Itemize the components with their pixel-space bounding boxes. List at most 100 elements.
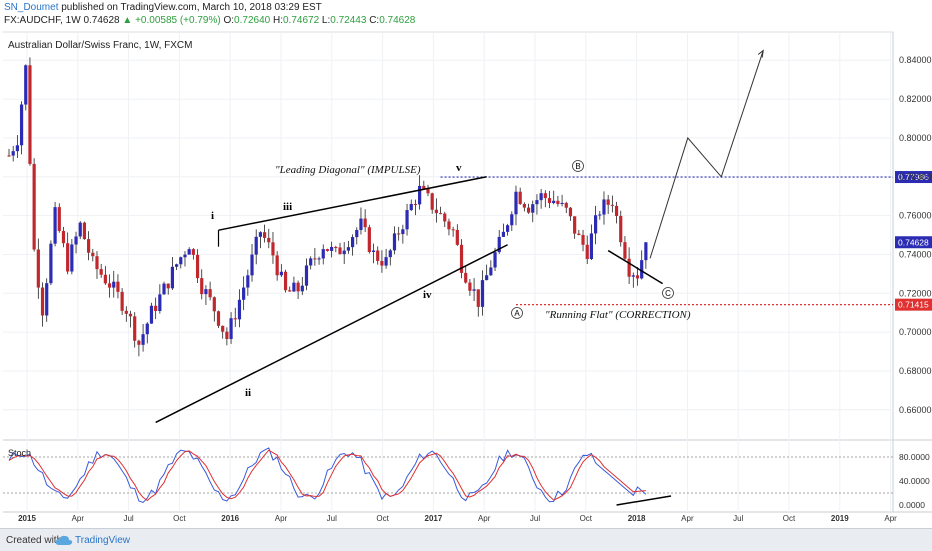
candle-body xyxy=(267,237,271,243)
candle-body xyxy=(480,280,485,307)
resistance-price-label: 0.77986 xyxy=(898,172,929,182)
candle-body xyxy=(547,198,552,204)
price-tick-label: 0.70000 xyxy=(899,327,932,337)
stoch-label: Stoch xyxy=(8,448,31,458)
candle-body xyxy=(623,242,627,259)
wave-label-iii: iii xyxy=(283,201,292,213)
candle-body xyxy=(418,185,422,205)
candle-body xyxy=(166,283,170,289)
candle-body xyxy=(510,214,514,226)
candle-body xyxy=(74,236,78,245)
candle-body xyxy=(309,258,313,266)
candle-body xyxy=(564,202,568,208)
candle-body xyxy=(95,256,99,270)
resistance-price-tag xyxy=(895,171,932,184)
candle-body xyxy=(313,258,317,260)
candle-body xyxy=(321,249,325,259)
time-tick-label: Apr xyxy=(884,514,897,523)
tradingview-link[interactable]: TradingView xyxy=(75,535,131,546)
candle-body xyxy=(225,331,229,340)
candle-body xyxy=(154,305,158,311)
candle-body xyxy=(120,291,124,311)
candle-body xyxy=(631,275,635,277)
high-label: H: xyxy=(272,15,283,26)
candle-body xyxy=(539,193,543,201)
stoch-tick-label: 0.0000 xyxy=(899,500,925,510)
candle-body xyxy=(133,316,137,341)
candle-body xyxy=(401,229,405,235)
candle-body xyxy=(288,290,292,292)
candle-body xyxy=(342,250,346,255)
current-price-tag xyxy=(895,236,932,249)
candle-body xyxy=(355,229,359,238)
time-tick-label: Jul xyxy=(123,514,133,523)
candle-body xyxy=(216,311,221,326)
support-price-tag xyxy=(895,298,932,311)
candle-body xyxy=(229,318,233,340)
wave-label-i: i xyxy=(211,210,214,222)
candle-body xyxy=(552,200,556,204)
support-price-label: 0.71415 xyxy=(898,300,929,310)
close-value: 0.74628 xyxy=(379,15,416,26)
stoch-divergence-line xyxy=(616,495,672,506)
time-tick-label: 2015 xyxy=(18,514,36,523)
candle-body xyxy=(501,231,506,237)
axes: 0.84000 0.82000 0.80000 0.78000 0.76000 0.740… xyxy=(18,55,931,523)
price-tick-label: 0.76000 xyxy=(899,211,932,221)
time-tick-label: Oct xyxy=(376,514,389,523)
time-tick-label: Apr xyxy=(681,514,694,523)
candle-body xyxy=(200,278,204,295)
time-tick-label: Oct xyxy=(580,514,593,523)
candle-body xyxy=(11,151,15,156)
candle-body xyxy=(179,257,183,265)
candle-body xyxy=(87,239,91,253)
candle-body xyxy=(149,305,154,324)
candle-body xyxy=(392,233,397,251)
candle-body xyxy=(57,207,61,231)
candle-body xyxy=(438,213,443,215)
candle-body xyxy=(7,155,11,157)
candle-body xyxy=(246,275,250,288)
projection-path xyxy=(649,50,764,259)
candle-body xyxy=(24,65,28,105)
candle-body xyxy=(191,249,195,255)
candle-body xyxy=(464,272,468,283)
wave-label-a: A xyxy=(514,309,520,318)
candle-body xyxy=(91,252,95,257)
footer-bar: Created with TradingView xyxy=(0,528,932,551)
candle-body xyxy=(476,289,480,307)
time-tick-label: Apr xyxy=(72,514,85,523)
close-label: C: xyxy=(369,15,380,26)
projection-arrow-icon xyxy=(757,49,764,58)
candle-body xyxy=(78,222,82,237)
candle-body xyxy=(221,325,225,332)
candle-body xyxy=(376,250,380,261)
candle-body xyxy=(497,236,501,253)
candle-body xyxy=(82,222,87,240)
time-tick-label: 2019 xyxy=(831,514,849,523)
candle-body xyxy=(279,271,283,276)
time-tick-label: 2016 xyxy=(221,514,239,523)
candle-body xyxy=(145,323,149,335)
candle-body xyxy=(573,216,577,234)
candle-body xyxy=(271,242,275,256)
gridlines xyxy=(3,32,893,512)
candle-body xyxy=(380,260,384,266)
candle-body xyxy=(330,246,334,251)
candle-body xyxy=(640,260,644,279)
price-chart[interactable]: 0.77986 0.71415 0.74628 80.0000 40.0000 0.00… xyxy=(0,0,932,528)
stochastic-pane: 80.0000 40.0000 0.0000 xyxy=(3,447,930,510)
candle-body xyxy=(518,191,522,205)
candle-body xyxy=(506,225,510,232)
horizontal-levels: 0.77986 0.71415 0.74628 xyxy=(440,171,932,311)
author-link[interactable]: SN_Doumet xyxy=(4,2,59,13)
candle-body xyxy=(514,191,518,215)
candle-body xyxy=(489,267,493,276)
time-tick-label: Oct xyxy=(173,514,186,523)
time-tick-label: Apr xyxy=(478,514,491,523)
candle-body xyxy=(32,163,36,250)
trend-lines xyxy=(155,49,764,424)
candle-body xyxy=(413,203,418,205)
candle-body xyxy=(187,249,191,255)
candle-body xyxy=(103,274,107,284)
